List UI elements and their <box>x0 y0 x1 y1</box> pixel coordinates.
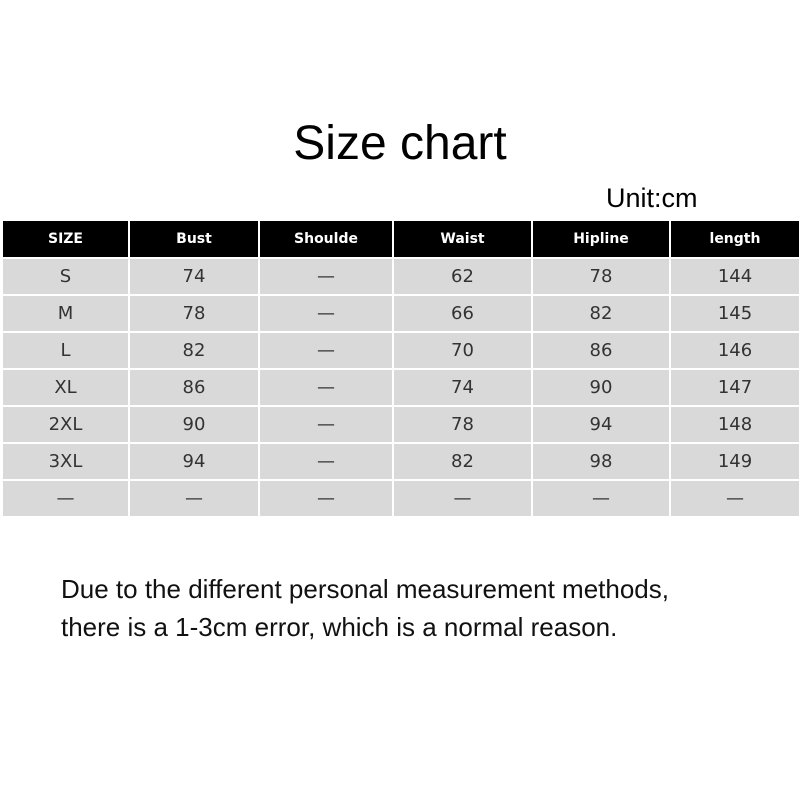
table-cell: — <box>258 331 394 370</box>
table-cell: 3XL <box>1 442 130 481</box>
table-cell: S <box>1 257 130 296</box>
table-cell: 149 <box>669 442 800 481</box>
column-header: Waist <box>392 219 533 259</box>
table-cell: 86 <box>128 368 260 407</box>
table-cell: 145 <box>669 294 800 333</box>
column-header: Hipline <box>531 219 671 259</box>
table-header: SIZE Bust Shoulde Waist Hipline length <box>1 219 800 259</box>
table-cell: — <box>531 479 671 518</box>
table-cell: 82 <box>531 294 671 333</box>
note-line: there is a 1-3cm error, which is a norma… <box>61 612 618 642</box>
column-header: Bust <box>128 219 260 259</box>
table-cell: 62 <box>392 257 533 296</box>
table-cell: 147 <box>669 368 800 407</box>
table-cell: — <box>258 479 394 518</box>
table-cell: 70 <box>392 331 533 370</box>
column-header: Shoulde <box>258 219 394 259</box>
table-cell: 78 <box>392 405 533 444</box>
table-cell: 86 <box>531 331 671 370</box>
table-row: 2XL 90—78 94 148 <box>1 405 800 444</box>
table-row: — — — — — — <box>1 479 800 518</box>
table-row: L 82—70 86 146 <box>1 331 800 370</box>
table-cell: 148 <box>669 405 800 444</box>
table-cell: — <box>392 479 533 518</box>
page-title: Size chart <box>293 117 507 170</box>
table-row: M 78—66 82 145 <box>1 294 800 333</box>
note-line: Due to the different personal measuremen… <box>61 574 669 604</box>
table-cell: 94 <box>128 442 260 481</box>
table-cell: — <box>258 368 394 407</box>
table-cell: 90 <box>128 405 260 444</box>
table-cell: 66 <box>392 294 533 333</box>
table-cell: 74 <box>128 257 260 296</box>
table-cell: 94 <box>531 405 671 444</box>
table-cell: 98 <box>531 442 671 481</box>
table-cell: 78 <box>531 257 671 296</box>
table-cell: — <box>128 479 260 518</box>
table-row: 3XL 94—82 98 149 <box>1 442 800 481</box>
table-cell: 82 <box>128 331 260 370</box>
table-cell: 2XL <box>1 405 130 444</box>
table-cell: 144 <box>669 257 800 296</box>
table-row: XL 86—74 90 147 <box>1 368 800 407</box>
table-cell: 146 <box>669 331 800 370</box>
table-cell: — <box>258 257 394 296</box>
table-cell: 78 <box>128 294 260 333</box>
measurement-note: Due to the different personal measuremen… <box>61 570 669 646</box>
table-cell: — <box>258 442 394 481</box>
unit-label: Unit:cm <box>606 183 698 213</box>
column-header: length <box>669 219 800 259</box>
table-cell: 82 <box>392 442 533 481</box>
column-header: SIZE <box>1 219 130 259</box>
table-row: S 74—62 78 144 <box>1 257 800 296</box>
table-cell: XL <box>1 368 130 407</box>
table-cell: — <box>258 294 394 333</box>
table-cell: 74 <box>392 368 533 407</box>
table-cell: — <box>258 405 394 444</box>
table-cell: 90 <box>531 368 671 407</box>
table-cell: — <box>669 479 800 518</box>
table-cell: L <box>1 331 130 370</box>
size-table: SIZE Bust Shoulde Waist Hipline length S 74—62… <box>1 219 800 518</box>
table-cell: — <box>1 479 130 518</box>
table-cell: M <box>1 294 130 333</box>
